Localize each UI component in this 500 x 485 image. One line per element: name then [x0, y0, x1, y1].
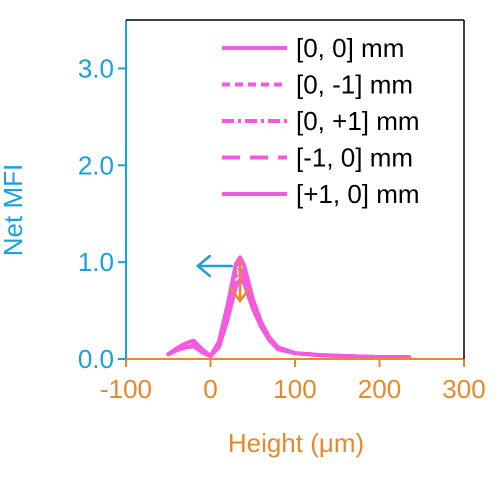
y-tick-label: 1.0 [78, 247, 114, 277]
legend: [0, 0] mm [0, -1] mm [0, +1] mm [-1, 0] mm [… [222, 33, 420, 209]
x-tick-label: 100 [273, 374, 316, 404]
series-layer [166, 255, 412, 360]
x-tick-label: 200 [358, 374, 401, 404]
x-tick-label: 300 [442, 374, 485, 404]
legend-label: [+1, 0] mm [296, 179, 420, 209]
arrow-down-icon [229, 259, 251, 303]
x-axis-title: Height (μm) [228, 428, 364, 458]
x-ticks: -100 0 100 200 300 [100, 359, 486, 404]
legend-label: [0, -1] mm [296, 70, 413, 100]
series-line-4 [167, 271, 410, 360]
y-ticks: 0.0 1.0 2.0 3.0 [78, 53, 126, 374]
series-line-3 [167, 266, 410, 360]
y-axis-title: Net MFI [0, 164, 28, 256]
x-tick-label: 0 [203, 374, 217, 404]
legend-label: [0, 0] mm [296, 33, 404, 63]
arrow-left-icon [195, 254, 234, 278]
series-line-5 [166, 277, 412, 360]
legend-label: [-1, 0] mm [296, 143, 413, 173]
legend-label: [0, +1] mm [296, 106, 420, 136]
y-tick-label: 0.0 [78, 344, 114, 374]
y-tick-label: 3.0 [78, 53, 114, 83]
y-tick-label: 2.0 [78, 150, 114, 180]
x-tick-label: -100 [100, 374, 152, 404]
series-line-2 [167, 260, 410, 360]
annotation-layer [195, 254, 251, 303]
